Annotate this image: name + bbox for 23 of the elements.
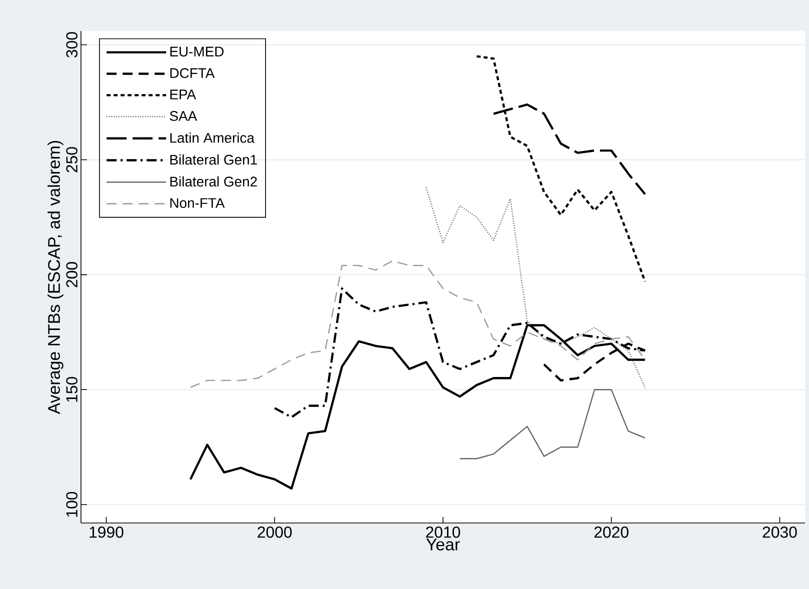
legend-label: Bilateral Gen1	[170, 154, 257, 165]
line-series	[459, 389, 646, 460]
y-tick-label: 100	[66, 492, 78, 517]
x-tick-label: 2010	[426, 526, 460, 538]
legend-label: DCFTA	[170, 68, 215, 78]
y-tick-label: 200	[66, 262, 78, 288]
legend-label: Bilateral Gen2	[170, 176, 257, 187]
x-tick-label: 2020	[594, 526, 628, 538]
line-series	[476, 55, 646, 283]
x-tick-label: 2000	[258, 526, 292, 538]
x-tick-label: 1990	[90, 526, 124, 538]
legend-label: Latin America	[170, 132, 254, 143]
legend-label: EPA	[170, 90, 196, 100]
legend-label: Non-FTA	[170, 198, 225, 208]
legend-label: EU-MED	[170, 46, 224, 57]
y-tick-label: 150	[66, 376, 78, 402]
y-tick-label: 300	[66, 32, 78, 58]
legend-label: SAA	[170, 111, 198, 121]
y-tick-label: 250	[66, 147, 78, 172]
y-axis-title: Average NTBs (ESCAP, ad valorem)	[48, 140, 64, 414]
x-tick-label: 2030	[762, 526, 797, 538]
x-axis-title: Year	[426, 538, 460, 550]
line-series	[426, 186, 646, 388]
